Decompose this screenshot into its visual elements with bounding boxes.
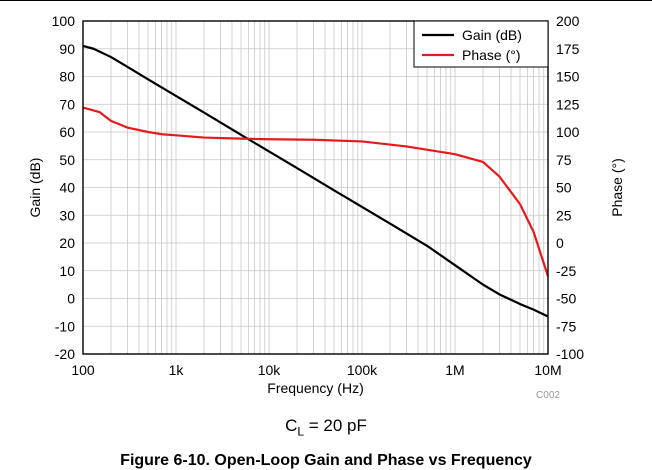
y-tick-label: 70 [59, 96, 75, 112]
y2-axis-label: Phase (°) [609, 158, 625, 217]
legend: Gain (dB) Phase (°) [413, 20, 549, 68]
y-tick-label: 50 [59, 152, 75, 168]
x-tick-label: 100k [347, 362, 378, 378]
figure-caption: Figure 6-10. Open-Loop Gain and Phase vs… [120, 452, 532, 469]
cl-symbol: C [285, 416, 298, 435]
y-tick-label: 40 [59, 180, 75, 196]
figure-code-watermark: C002 [536, 390, 560, 401]
x-tick-label: 10M [534, 362, 561, 378]
y2-tick-label: 75 [556, 152, 572, 168]
x-tick-label: 1M [445, 362, 464, 378]
y2-tick-label: 200 [556, 13, 580, 29]
plot-frame [82, 20, 549, 355]
legend-phase-label: Phase (°) [462, 47, 521, 63]
phase-series-line [82, 106, 550, 277]
load-capacitance-caption: CL = 20 pF [0, 416, 652, 438]
x-tick-label: 1k [169, 362, 185, 378]
y2-tick-label: 150 [556, 69, 580, 85]
y-tick-label: 100 [52, 13, 76, 29]
x-axis-label: Frequency (Hz) [267, 380, 363, 396]
y2-tick-label: -25 [556, 263, 576, 279]
y-tick-label: 80 [59, 69, 75, 85]
y2-tick-label: 25 [556, 207, 572, 223]
y-tick-label: 30 [59, 207, 75, 223]
legend-box [413, 20, 549, 68]
y-tick-label: 0 [67, 291, 75, 307]
y2-tick-label: 125 [556, 96, 580, 112]
cl-subscript: L [297, 424, 305, 439]
top-rule [0, 0, 652, 1]
y2-tick-label: -50 [556, 291, 576, 307]
y-tick-label: 20 [59, 235, 75, 251]
cl-value: = 20 pF [304, 416, 367, 435]
y2-tick-label: 50 [556, 180, 572, 196]
y2-tick-label: 0 [556, 235, 564, 251]
y-tick-label: -10 [55, 318, 75, 334]
y-tick-label: -20 [55, 346, 75, 362]
y2-tick-label: 100 [556, 124, 580, 140]
grid-lines [83, 21, 548, 354]
y2-tick-label: -75 [556, 318, 576, 334]
y2-tick-label: -100 [556, 346, 584, 362]
y-axis-label: Gain (dB) [27, 158, 43, 218]
x-tick-label: 10k [258, 362, 282, 378]
open-loop-gain-phase-chart: 1009080706050403020100-10-20200175150125… [27, 13, 625, 401]
y2-tick-label: 175 [556, 41, 580, 57]
x-tick-label: 100 [71, 362, 95, 378]
legend-gain-label: Gain (dB) [462, 27, 522, 43]
y-tick-label: 90 [59, 41, 75, 57]
y-tick-label: 10 [59, 263, 75, 279]
series-group [82, 44, 550, 318]
y-tick-label: 60 [59, 124, 75, 140]
gain-series-line [82, 44, 549, 318]
